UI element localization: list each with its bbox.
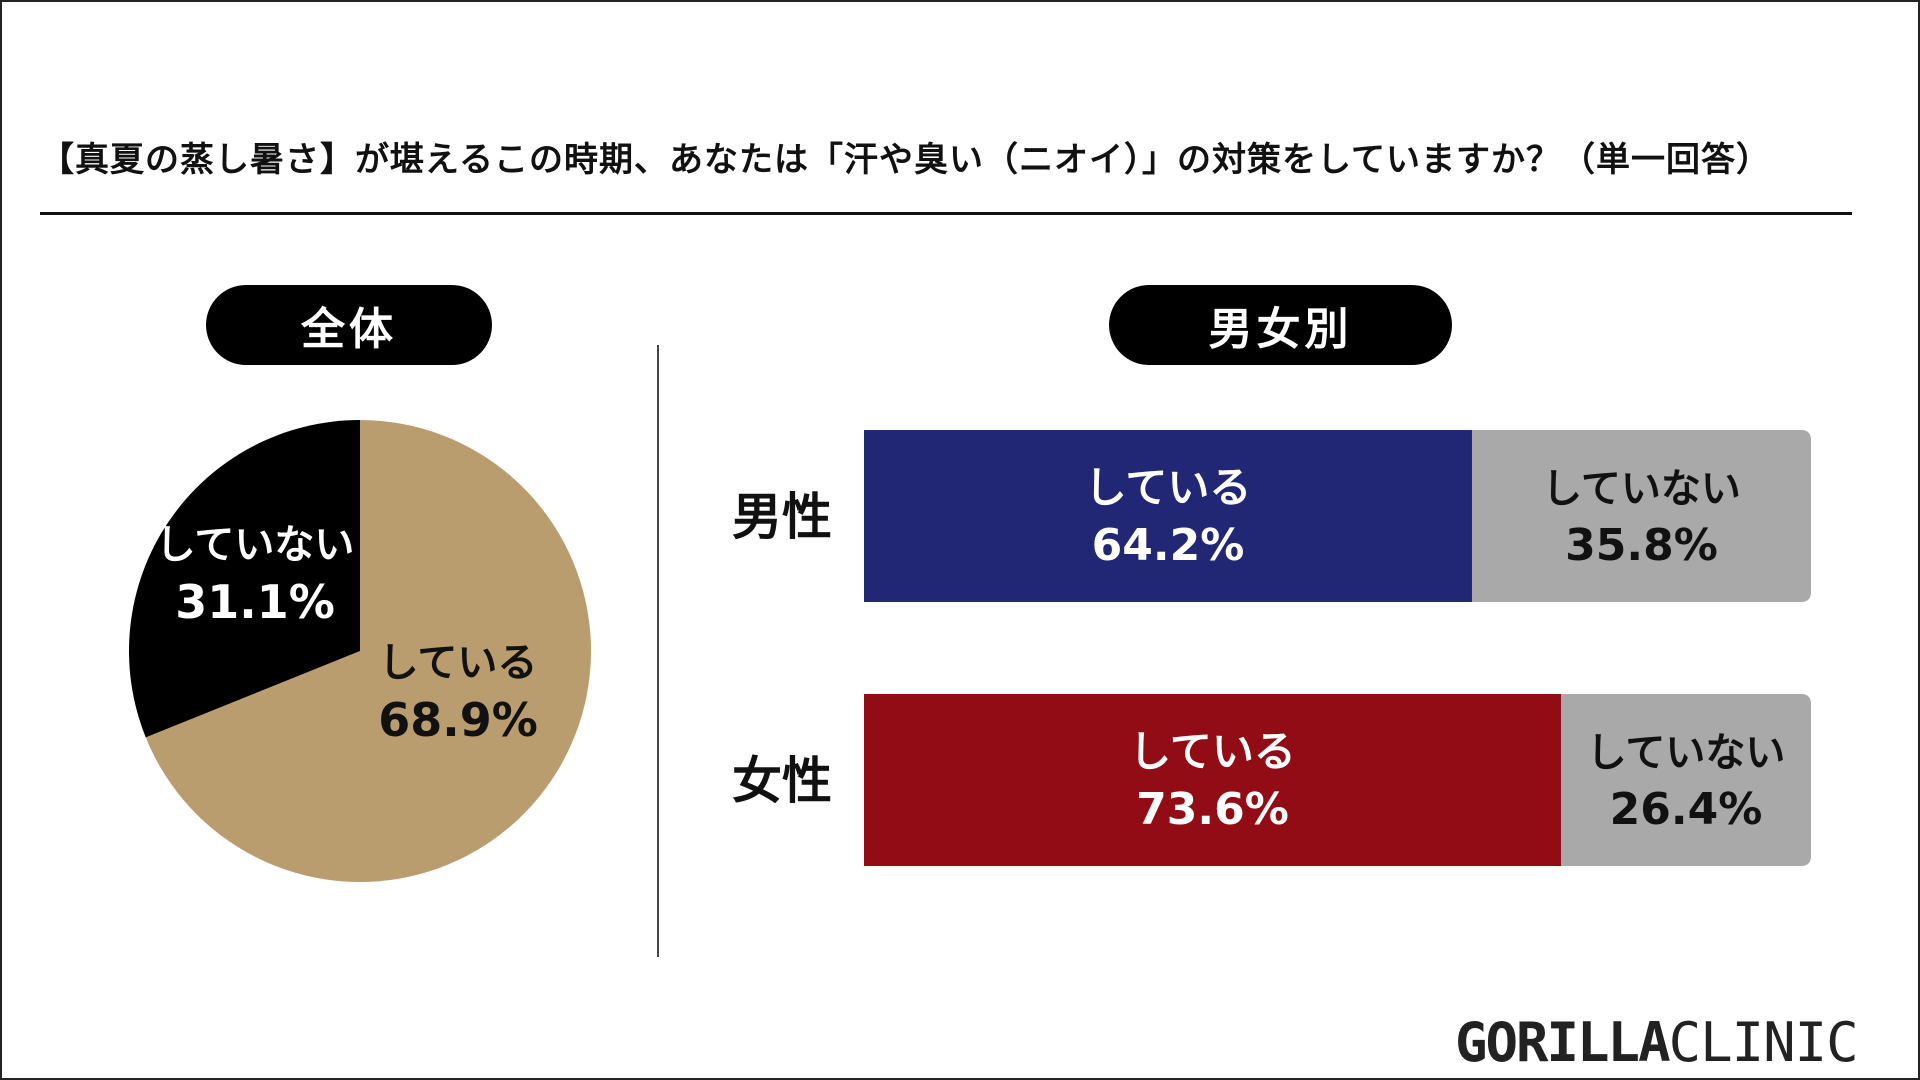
page-title: 【真夏の蒸し暑さ】が堪えるこの時期、あなたは「汗や臭い（ニオイ）」の対策をしてい…	[40, 140, 1771, 180]
section-divider	[657, 345, 659, 957]
bar-segment-doing	[864, 694, 1561, 866]
title-divider	[40, 212, 1852, 215]
bar-segment-not-doing	[1471, 430, 1811, 602]
bar-category-label: 男性	[732, 488, 832, 546]
bar-value-label: 26.4%	[1610, 784, 1763, 835]
pie-slice-label-0: している	[379, 640, 538, 686]
bar-series-label: していない	[1542, 466, 1741, 512]
bar-series-label: している	[1085, 463, 1252, 512]
bar-category-label: 女性	[732, 752, 832, 810]
pie-slice-value-0: 68.9%	[378, 693, 538, 747]
gorilla-clinic-logo: GORILLACLINIC	[1455, 1015, 1859, 1071]
stacked-bar-chart: 男性している64.2%していない35.8%女性している73.6%していない26.…	[732, 430, 1811, 866]
bar-segment-doing	[864, 430, 1472, 602]
overall-header: 全体	[206, 285, 492, 365]
bar-segment-not-doing	[1560, 694, 1811, 866]
gender-header: 男女別	[1109, 285, 1452, 365]
bar-value-label: 73.6%	[1136, 784, 1289, 835]
pie-chart: している 68.9% していない 31.1%	[129, 420, 591, 883]
bar-value-label: 35.8%	[1565, 520, 1718, 571]
bar-series-label: している	[1129, 727, 1296, 776]
pie-slice-value-1: 31.1%	[175, 575, 335, 629]
logo-thin-text: CLINIC	[1668, 1011, 1859, 1074]
pie-slice-1	[129, 420, 360, 738]
logo-bold-text: GORILLA	[1455, 1011, 1671, 1074]
bar-series-label: していない	[1587, 730, 1786, 776]
pie-slice-0	[145, 420, 591, 883]
bar-value-label: 64.2%	[1092, 520, 1245, 571]
pie-slice-label-1: していない	[156, 522, 355, 568]
